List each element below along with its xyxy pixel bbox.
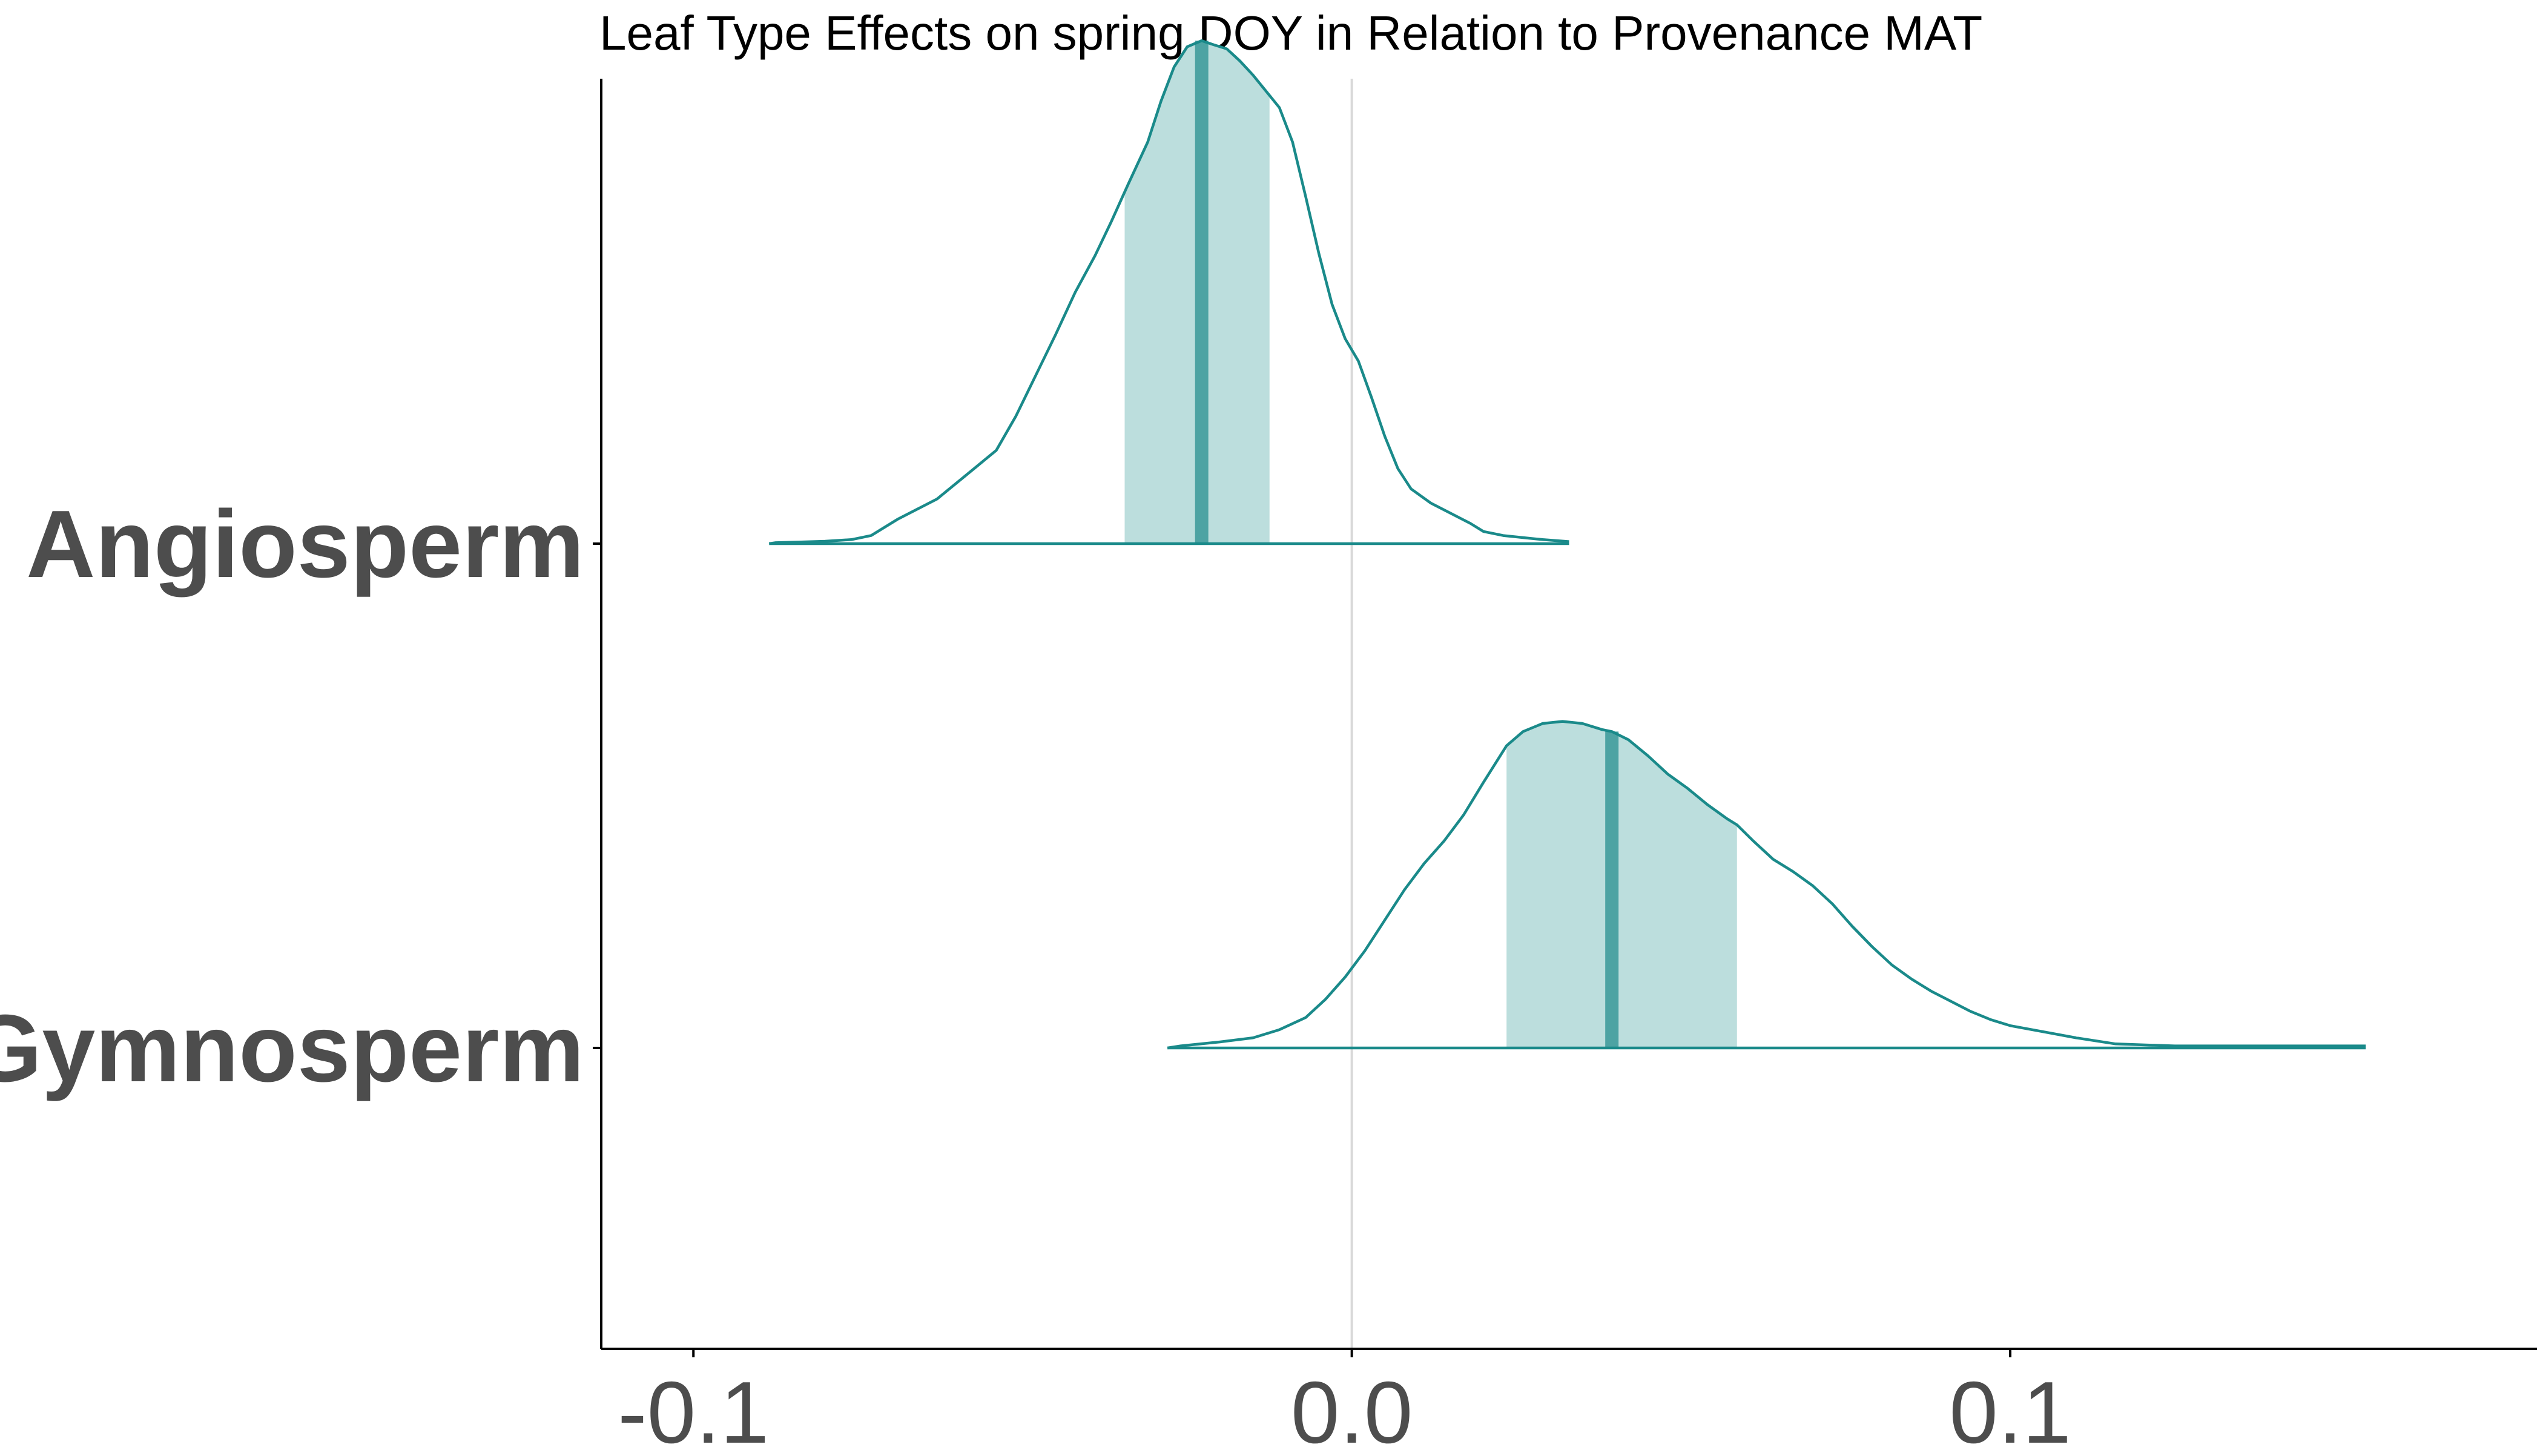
y-label-angiosperm: Angiosperm xyxy=(26,491,584,598)
axes: Angiosperm Gymnosperm -0.1 0.0 0.1 xyxy=(0,79,2537,1456)
x-tick-label: 0.0 xyxy=(1291,1363,1413,1453)
x-tick-label: -0.1 xyxy=(618,1363,769,1453)
y-label-gymnosperm: Gymnosperm xyxy=(0,995,584,1102)
interval-band-gymnosperm xyxy=(1506,721,1737,1048)
ridge-angiosperm xyxy=(768,39,1569,545)
density-curve-angiosperm xyxy=(768,39,1569,545)
ridge-gymnosperm xyxy=(1167,720,2366,1050)
density-curve-gymnosperm xyxy=(1167,720,2366,1050)
chart-title: Leaf Type Effects on spring DOY in Relat… xyxy=(599,6,1982,60)
ridges-layer xyxy=(768,39,2366,1050)
x-tick-label: 0.1 xyxy=(1949,1363,2071,1453)
